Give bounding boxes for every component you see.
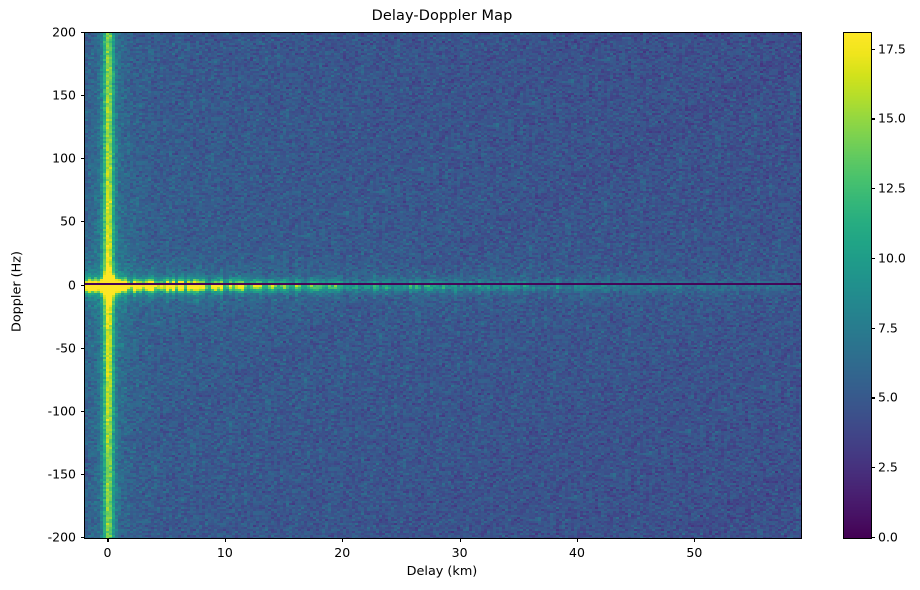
y-tick-mark: [80, 32, 84, 34]
y-tick-mark: [80, 473, 84, 475]
y-tick-label: 0: [68, 277, 76, 292]
x-tick-mark: [694, 538, 696, 542]
colorbar-tick-mark: [871, 48, 875, 50]
y-tick-label: 200: [52, 24, 76, 40]
heatmap-canvas: [85, 33, 801, 538]
y-tick-mark: [80, 284, 84, 286]
colorbar-tick-label: 17.5: [878, 41, 906, 57]
x-tick-mark: [342, 538, 344, 542]
y-tick-label: -200: [47, 529, 76, 545]
chart-title: Delay-Doppler Map: [371, 8, 513, 24]
colorbar-tick-mark: [871, 327, 875, 329]
colorbar-tick-label: 2.5: [878, 459, 898, 475]
x-tick-label: 50: [686, 545, 703, 560]
colorbar-gradient: [844, 33, 871, 538]
colorbar: [843, 32, 872, 539]
colorbar-tick-label: 10.0: [878, 250, 906, 266]
x-tick-label: 20: [334, 545, 351, 560]
y-tick-label: 50: [60, 213, 76, 229]
y-tick-mark: [80, 95, 84, 97]
y-tick-label: -50: [55, 340, 76, 356]
x-tick-mark: [224, 538, 226, 542]
y-tick-label: -100: [47, 403, 76, 419]
x-axis-label: Delay (km): [406, 564, 478, 579]
y-tick-mark: [80, 158, 84, 160]
y-tick-mark: [80, 537, 84, 539]
x-tick-label: 30: [451, 545, 468, 560]
colorbar-tick-label: 7.5: [878, 320, 898, 336]
y-tick-label: 150: [52, 87, 76, 103]
colorbar-tick-label: 5.0: [878, 389, 898, 405]
colorbar-tick-mark: [871, 537, 875, 539]
x-tick-label: 40: [569, 545, 585, 560]
x-tick-mark: [576, 538, 579, 542]
colorbar-tick-mark: [871, 257, 875, 260]
colorbar-tick-mark: [871, 397, 875, 399]
x-tick-label: 10: [216, 545, 233, 560]
x-tick-label: 0: [103, 545, 112, 560]
colorbar-tick-mark: [871, 188, 875, 190]
y-tick-mark: [80, 221, 84, 223]
x-tick-mark: [107, 538, 109, 542]
y-tick-label: 100: [52, 150, 76, 166]
colorbar-tick-label: 0.0: [878, 529, 898, 545]
colorbar-tick-label: 12.5: [878, 180, 906, 196]
colorbar-tick-mark: [871, 467, 875, 469]
colorbar-tick-mark: [871, 118, 875, 120]
x-tick-mark: [459, 538, 461, 542]
y-tick-mark: [80, 347, 84, 349]
y-tick-label: -150: [47, 466, 76, 482]
y-axis-label: Doppler (Hz): [9, 251, 25, 333]
colorbar-tick-label: 15.0: [878, 110, 906, 126]
plot-area: [84, 32, 802, 539]
y-tick-mark: [80, 410, 84, 412]
